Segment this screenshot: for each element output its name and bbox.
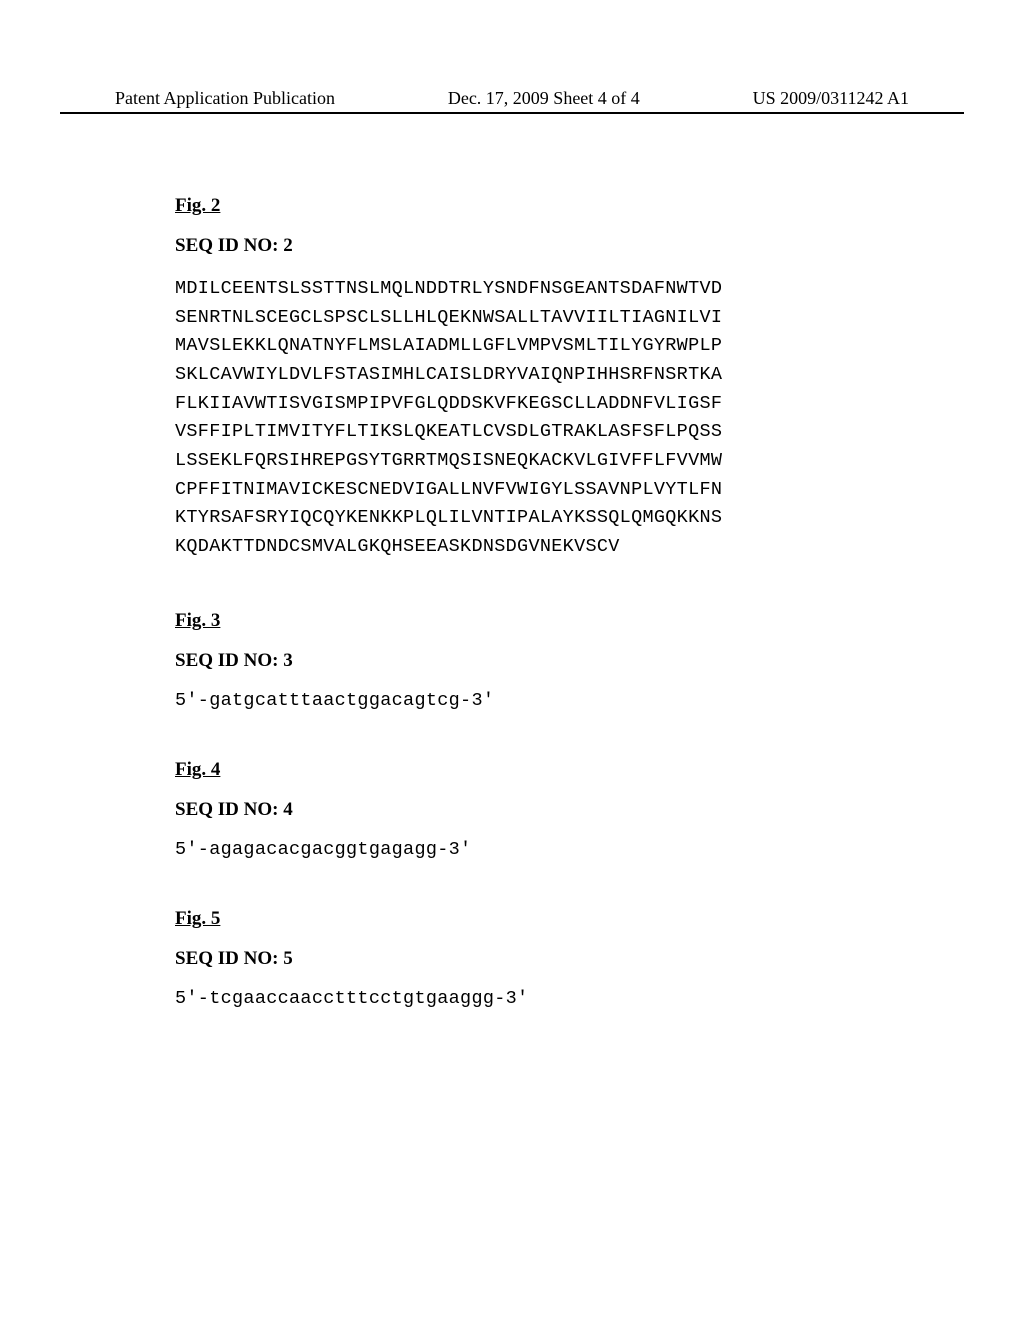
figure-3-section: Fig. 3 SEQ ID NO: 3 5'-gatgcatttaactggac… (175, 610, 904, 711)
sequence-id-label: SEQ ID NO: 3 (175, 650, 904, 672)
figure-2-section: Fig. 2 SEQ ID NO: 2 MDILCEENTSLSSTTNSLMQ… (175, 195, 904, 562)
sequence-line: 5'-agagacacgacggtgagagg-3' (175, 839, 904, 860)
sequence-id-label: SEQ ID NO: 5 (175, 948, 904, 970)
figure-label: Fig. 3 (175, 610, 904, 632)
figure-label: Fig. 2 (175, 195, 904, 217)
figure-5-section: Fig. 5 SEQ ID NO: 5 5'-tcgaaccaacctttcct… (175, 908, 904, 1009)
figure-label: Fig. 4 (175, 759, 904, 781)
sequence-id-label: SEQ ID NO: 4 (175, 799, 904, 821)
page-header: Patent Application Publication Dec. 17, … (0, 88, 1024, 109)
sequence-line: 5'-tcgaaccaacctttcctgtgaaggg-3' (175, 988, 904, 1009)
figure-4-section: Fig. 4 SEQ ID NO: 4 5'-agagacacgacggtgag… (175, 759, 904, 860)
header-left: Patent Application Publication (115, 88, 335, 109)
header-center: Dec. 17, 2009 Sheet 4 of 4 (448, 88, 640, 109)
sequence-block: MDILCEENTSLSSTTNSLMQLNDDTRLYSNDFNSGEANTS… (175, 275, 904, 562)
header-rule (60, 112, 964, 114)
page-content: Fig. 2 SEQ ID NO: 2 MDILCEENTSLSSTTNSLMQ… (175, 195, 904, 1057)
header-right: US 2009/0311242 A1 (753, 88, 909, 109)
figure-label: Fig. 5 (175, 908, 904, 930)
sequence-line: 5'-gatgcatttaactggacagtcg-3' (175, 690, 904, 711)
sequence-id-label: SEQ ID NO: 2 (175, 235, 904, 257)
